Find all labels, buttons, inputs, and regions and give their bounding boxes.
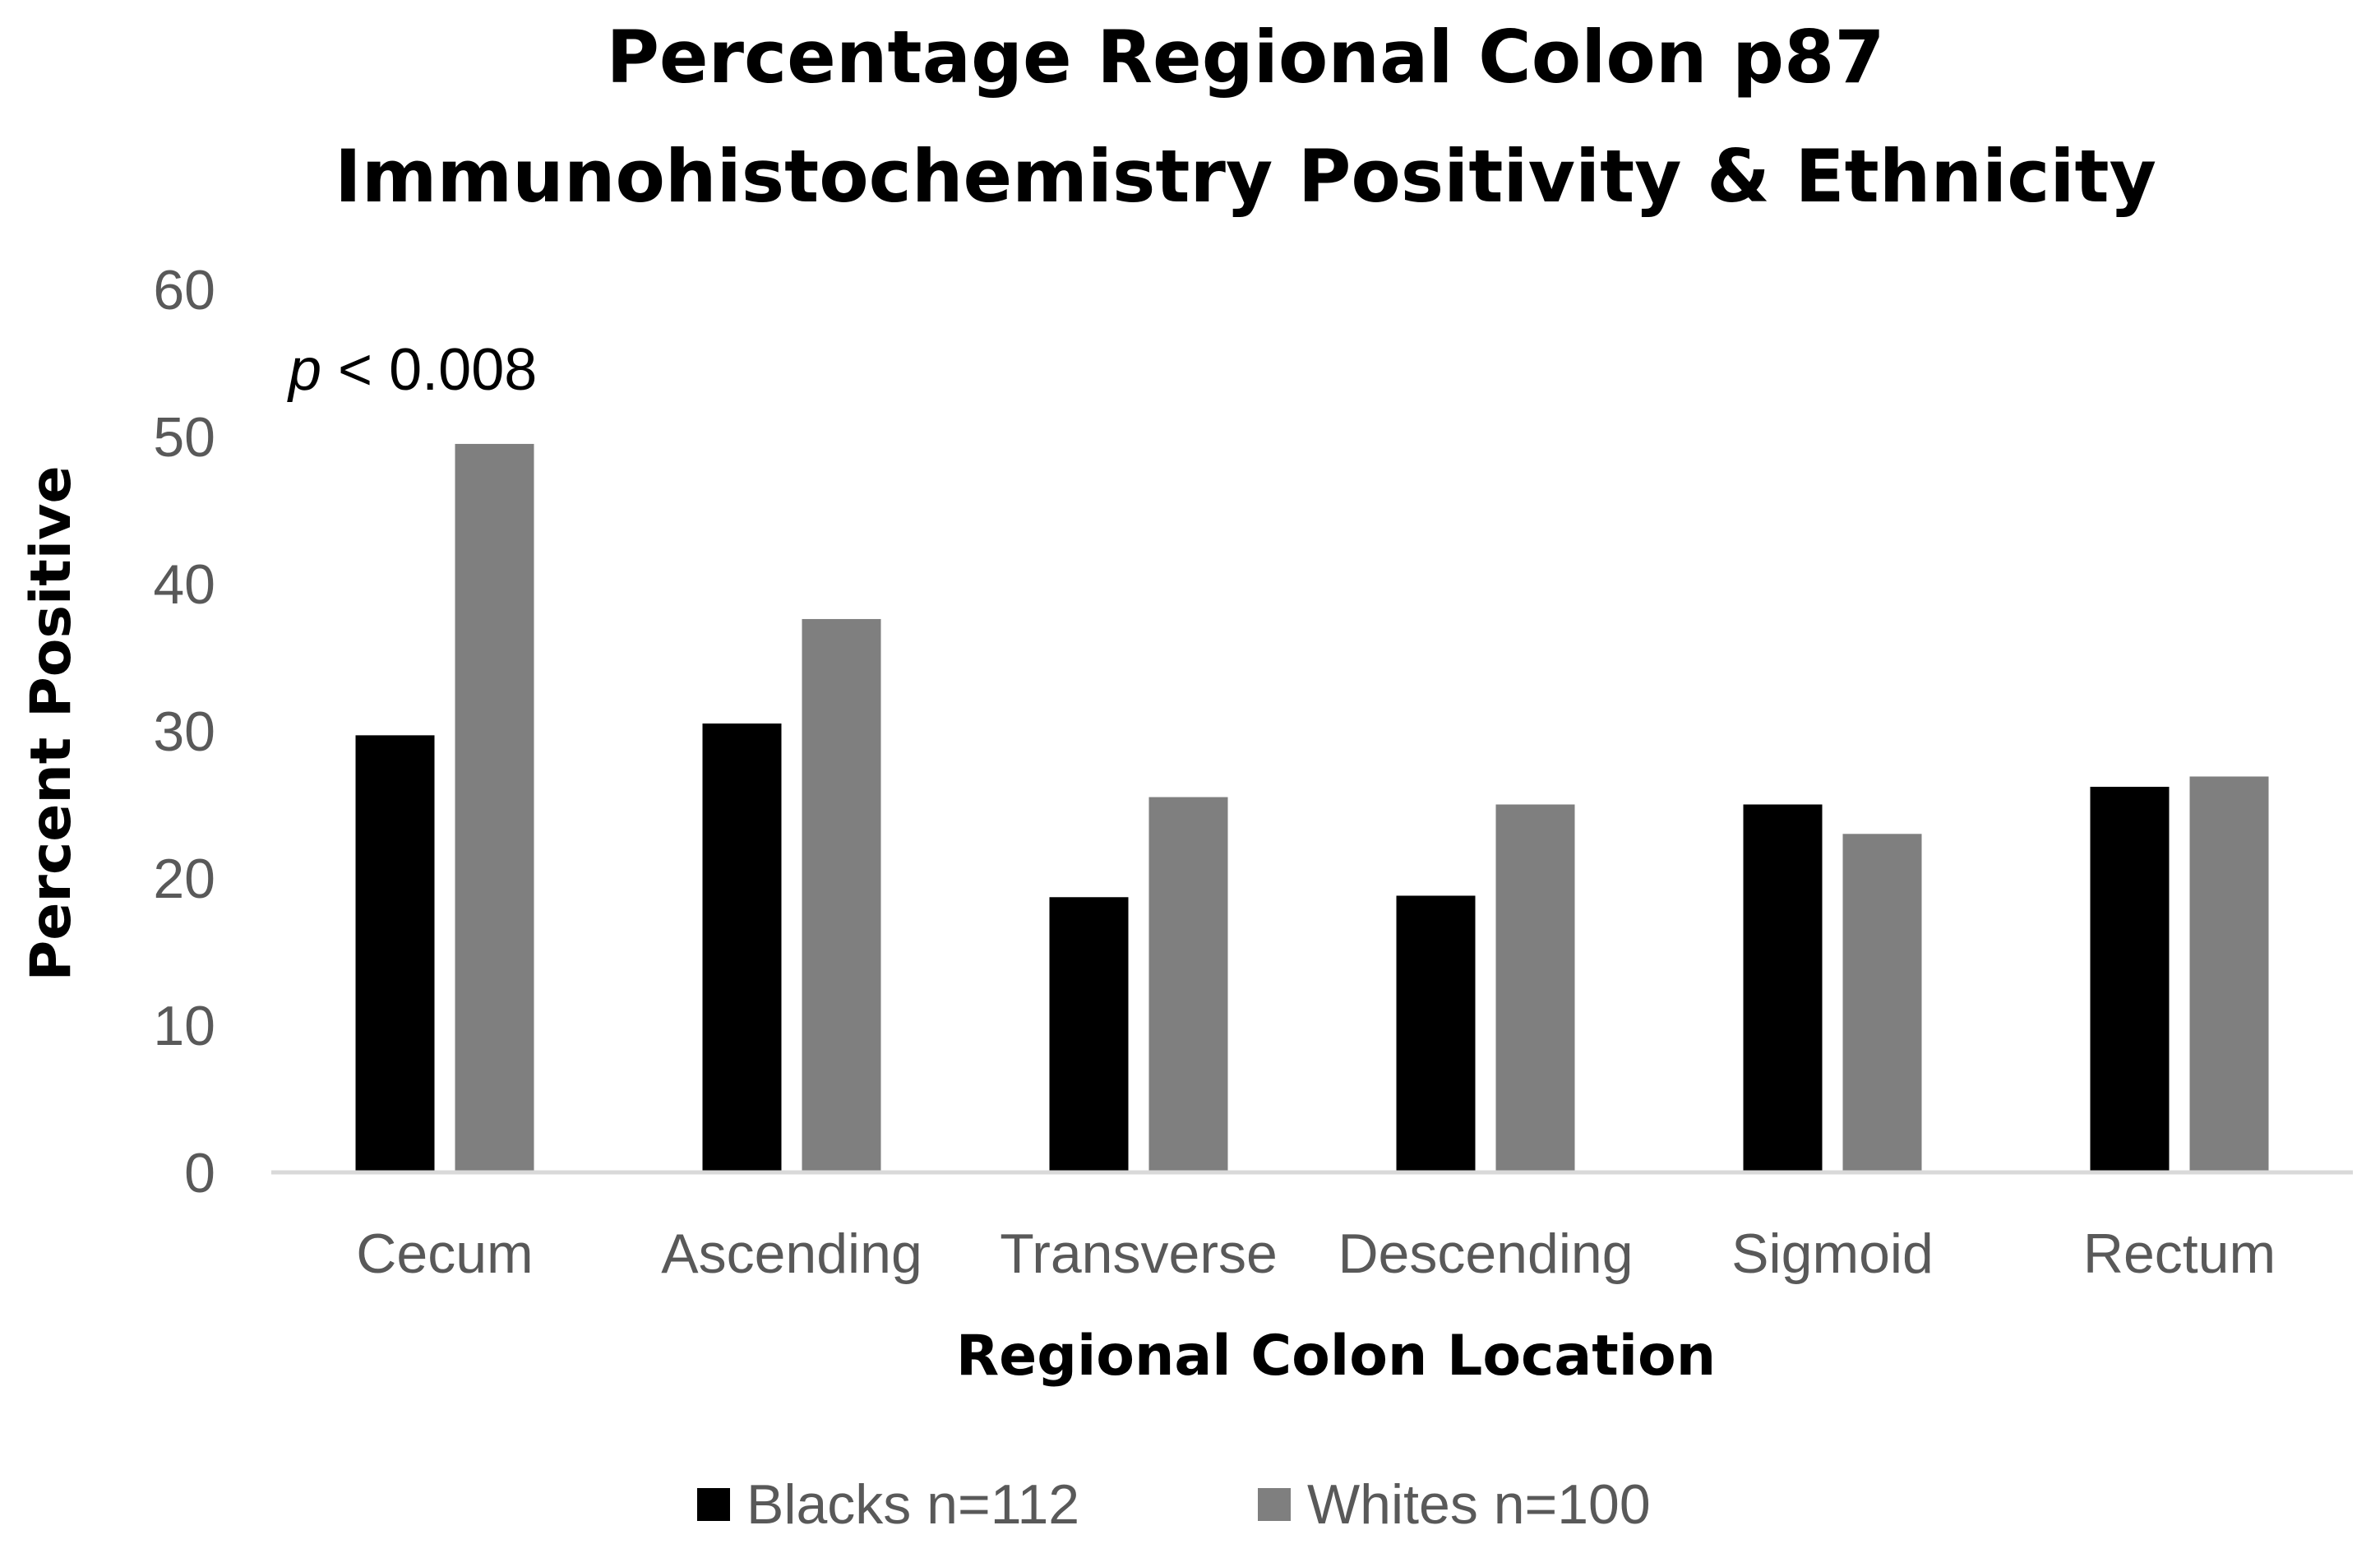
bar-whites-cecum xyxy=(455,443,534,1172)
x-tick-label-transverse: Transverse xyxy=(1000,1223,1278,1285)
x-axis-title: Regional Colon Location xyxy=(956,1324,1716,1389)
x-axis-ticks: Cecum Ascending Transverse Descending Sigmoi… xyxy=(356,1223,2276,1285)
x-tick-label-descending: Descending xyxy=(1338,1223,1633,1285)
bar-whites-ascending xyxy=(802,618,881,1172)
legend-swatch-whites xyxy=(1258,1488,1291,1521)
bar-whites-sigmoid xyxy=(1842,834,1922,1172)
y-axis-ticks: 0 10 20 30 40 50 60 xyxy=(153,259,215,1204)
y-tick-label: 30 xyxy=(153,700,215,763)
bar-whites-transverse xyxy=(1148,797,1228,1172)
bar-blacks-cecum xyxy=(355,735,435,1172)
y-tick-label: 10 xyxy=(153,995,215,1057)
bar-blacks-descending xyxy=(1396,895,1476,1172)
bars xyxy=(355,443,2269,1172)
y-tick-label: 60 xyxy=(153,259,215,321)
p-value-annotation: p < 0.008 xyxy=(287,337,537,403)
chart-title-line-2: Immunohistochemistry Positivity & Ethnic… xyxy=(335,134,2156,219)
bar-blacks-ascending xyxy=(702,723,782,1172)
legend-label-whites: Whites n=100 xyxy=(1307,1473,1651,1536)
bar-blacks-transverse xyxy=(1049,897,1129,1172)
y-tick-label: 50 xyxy=(153,406,215,469)
x-tick-label-sigmoid: Sigmoid xyxy=(1731,1223,1934,1285)
legend: Blacks n=112 Whites n=100 xyxy=(697,1473,1651,1536)
y-axis-title: Percent Positive xyxy=(19,465,84,981)
legend-label-blacks: Blacks n=112 xyxy=(746,1473,1079,1536)
p-value-italic: p xyxy=(287,337,321,403)
chart-title-line-1: Percentage Regional Colon p87 xyxy=(606,15,1884,99)
y-tick-label: 0 xyxy=(184,1142,215,1204)
x-tick-label-cecum: Cecum xyxy=(356,1223,533,1285)
bar-blacks-sigmoid xyxy=(1743,804,1823,1172)
y-tick-label: 20 xyxy=(153,848,215,910)
bar-whites-descending xyxy=(1495,804,1575,1172)
legend-swatch-blacks xyxy=(697,1488,730,1521)
x-tick-label-rectum: Rectum xyxy=(2083,1223,2276,1285)
bar-whites-rectum xyxy=(2189,776,2269,1172)
p-value-rest: < 0.008 xyxy=(321,337,537,403)
x-tick-label-ascending: Ascending xyxy=(661,1223,922,1285)
bar-blacks-rectum xyxy=(2090,787,2170,1172)
y-tick-label: 40 xyxy=(153,553,215,616)
